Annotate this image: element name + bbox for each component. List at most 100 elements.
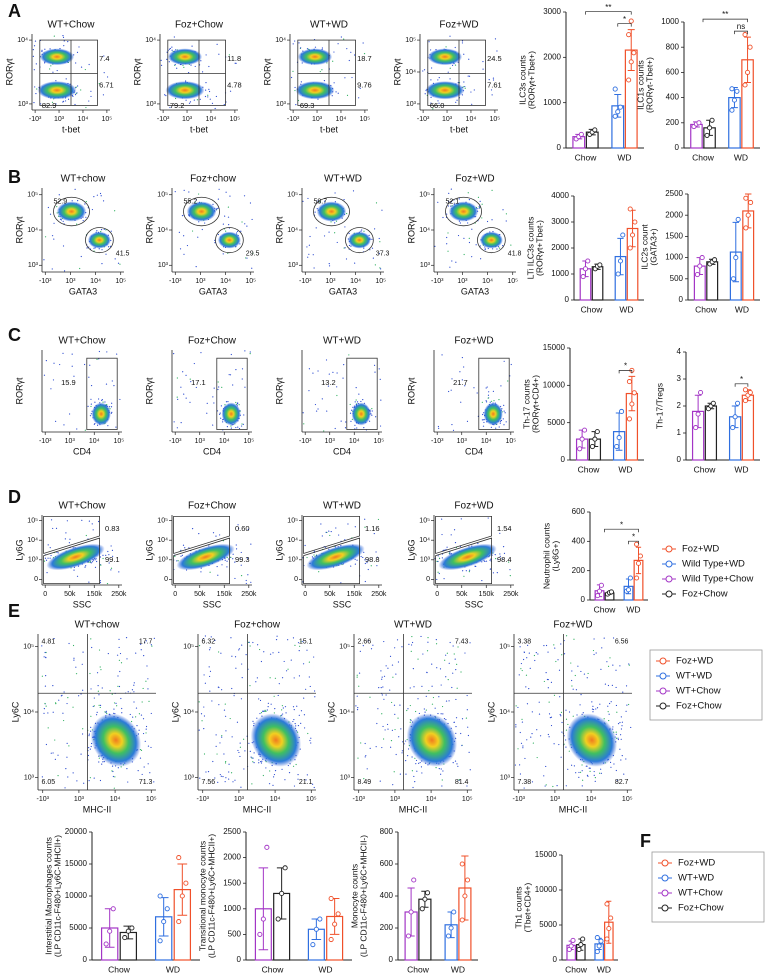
flow-event xyxy=(71,365,73,367)
density-blob xyxy=(87,231,111,249)
flow-event xyxy=(88,520,90,522)
data-point xyxy=(745,69,751,75)
flow-event xyxy=(473,89,475,91)
flow-event xyxy=(222,775,224,778)
y-axis-label: (RORγt+CD4+) xyxy=(530,375,540,433)
significance-bracket xyxy=(617,23,632,27)
flow-event xyxy=(461,42,464,44)
flow-event xyxy=(102,401,104,403)
flow-event xyxy=(547,651,549,653)
gate-percent: 99.3 xyxy=(235,555,250,564)
flow-event xyxy=(236,230,239,233)
flow-event xyxy=(483,421,485,424)
data-point xyxy=(742,82,748,88)
flow-event xyxy=(135,707,138,709)
flow-event xyxy=(77,85,79,87)
flow-y-tick-label: 10⁴ xyxy=(339,709,350,716)
flow-event xyxy=(498,399,500,401)
flow-event xyxy=(570,662,572,664)
gate xyxy=(167,39,226,106)
flow-event xyxy=(468,569,471,571)
flow-event xyxy=(445,719,447,721)
flow-y-tick-label: 10³ xyxy=(420,262,431,269)
flow-event xyxy=(325,359,328,361)
flow-event xyxy=(241,425,243,427)
flow-event xyxy=(110,406,113,408)
flow-title: WT+WD xyxy=(324,174,362,185)
flow-event xyxy=(217,198,219,200)
flow-event xyxy=(249,202,252,204)
flow-event xyxy=(98,704,100,706)
flow-event xyxy=(321,69,323,71)
flow-event xyxy=(306,649,308,651)
flow-event xyxy=(65,768,67,770)
flow-event xyxy=(469,769,471,771)
flow-event xyxy=(478,206,480,208)
flow-event xyxy=(363,551,365,553)
flow-event xyxy=(287,639,289,641)
flow-event xyxy=(482,68,484,70)
flow-event xyxy=(300,710,303,712)
flow-event xyxy=(298,714,300,716)
flow-event xyxy=(560,756,562,758)
flow-event xyxy=(382,725,384,728)
flow-event xyxy=(545,765,547,768)
flow-event xyxy=(35,92,37,95)
flow-event xyxy=(621,721,623,723)
flow-event xyxy=(76,575,79,577)
flow-event xyxy=(464,87,466,89)
flow-event xyxy=(98,761,100,763)
flow-event xyxy=(600,772,602,774)
flow-plot: Foz+WD3.38 6.567.38 82.7-10³ 10³ 10⁴ 10⁵10⁵10… xyxy=(486,620,632,815)
flow-x-tick-label: 150k xyxy=(479,591,495,598)
flow-event xyxy=(220,417,222,419)
flow-event xyxy=(223,709,226,711)
flow-event xyxy=(212,396,214,398)
flow-event xyxy=(599,703,601,705)
flow-event xyxy=(508,561,510,563)
flow-event xyxy=(610,701,612,703)
flow-event xyxy=(180,422,182,424)
flow-event xyxy=(481,401,483,403)
data-point xyxy=(122,935,128,941)
flow-event xyxy=(455,261,457,263)
flow-event xyxy=(119,670,121,673)
flow-event xyxy=(390,746,392,748)
flow-event xyxy=(241,378,243,380)
flow-event xyxy=(507,380,509,382)
flow-event xyxy=(195,266,197,268)
flow-event xyxy=(205,89,207,91)
flow-event xyxy=(292,70,294,72)
flow-event xyxy=(35,63,37,65)
gate xyxy=(215,227,244,254)
flow-event xyxy=(463,81,465,83)
flow-event xyxy=(419,761,421,764)
flow-event xyxy=(449,266,451,268)
flow-event xyxy=(62,712,64,714)
flow-event xyxy=(371,410,373,412)
flow-event xyxy=(362,42,364,44)
flow-event xyxy=(374,371,376,373)
flow-event xyxy=(221,736,223,738)
flow-event xyxy=(436,578,438,581)
flow-event xyxy=(135,652,137,654)
flow-event xyxy=(455,732,457,734)
flow-x-tick-label: 10³ xyxy=(65,438,76,445)
flow-event xyxy=(373,364,376,366)
gate-percent: 11.8 xyxy=(227,54,241,63)
flow-event xyxy=(364,756,366,758)
flow-event xyxy=(104,401,106,403)
flow-event xyxy=(245,654,247,656)
flow-event xyxy=(447,679,449,681)
flow-event xyxy=(606,661,608,663)
flow-event xyxy=(467,222,469,224)
flow-event xyxy=(86,247,88,249)
flow-event xyxy=(414,757,416,759)
flow-event xyxy=(45,657,47,659)
gate xyxy=(183,196,220,227)
flow-y-tick-label: 10⁴ xyxy=(27,227,38,234)
data-point xyxy=(637,553,643,559)
flow-y-tick-label: 10³ xyxy=(158,557,169,564)
flow-event xyxy=(451,686,453,689)
